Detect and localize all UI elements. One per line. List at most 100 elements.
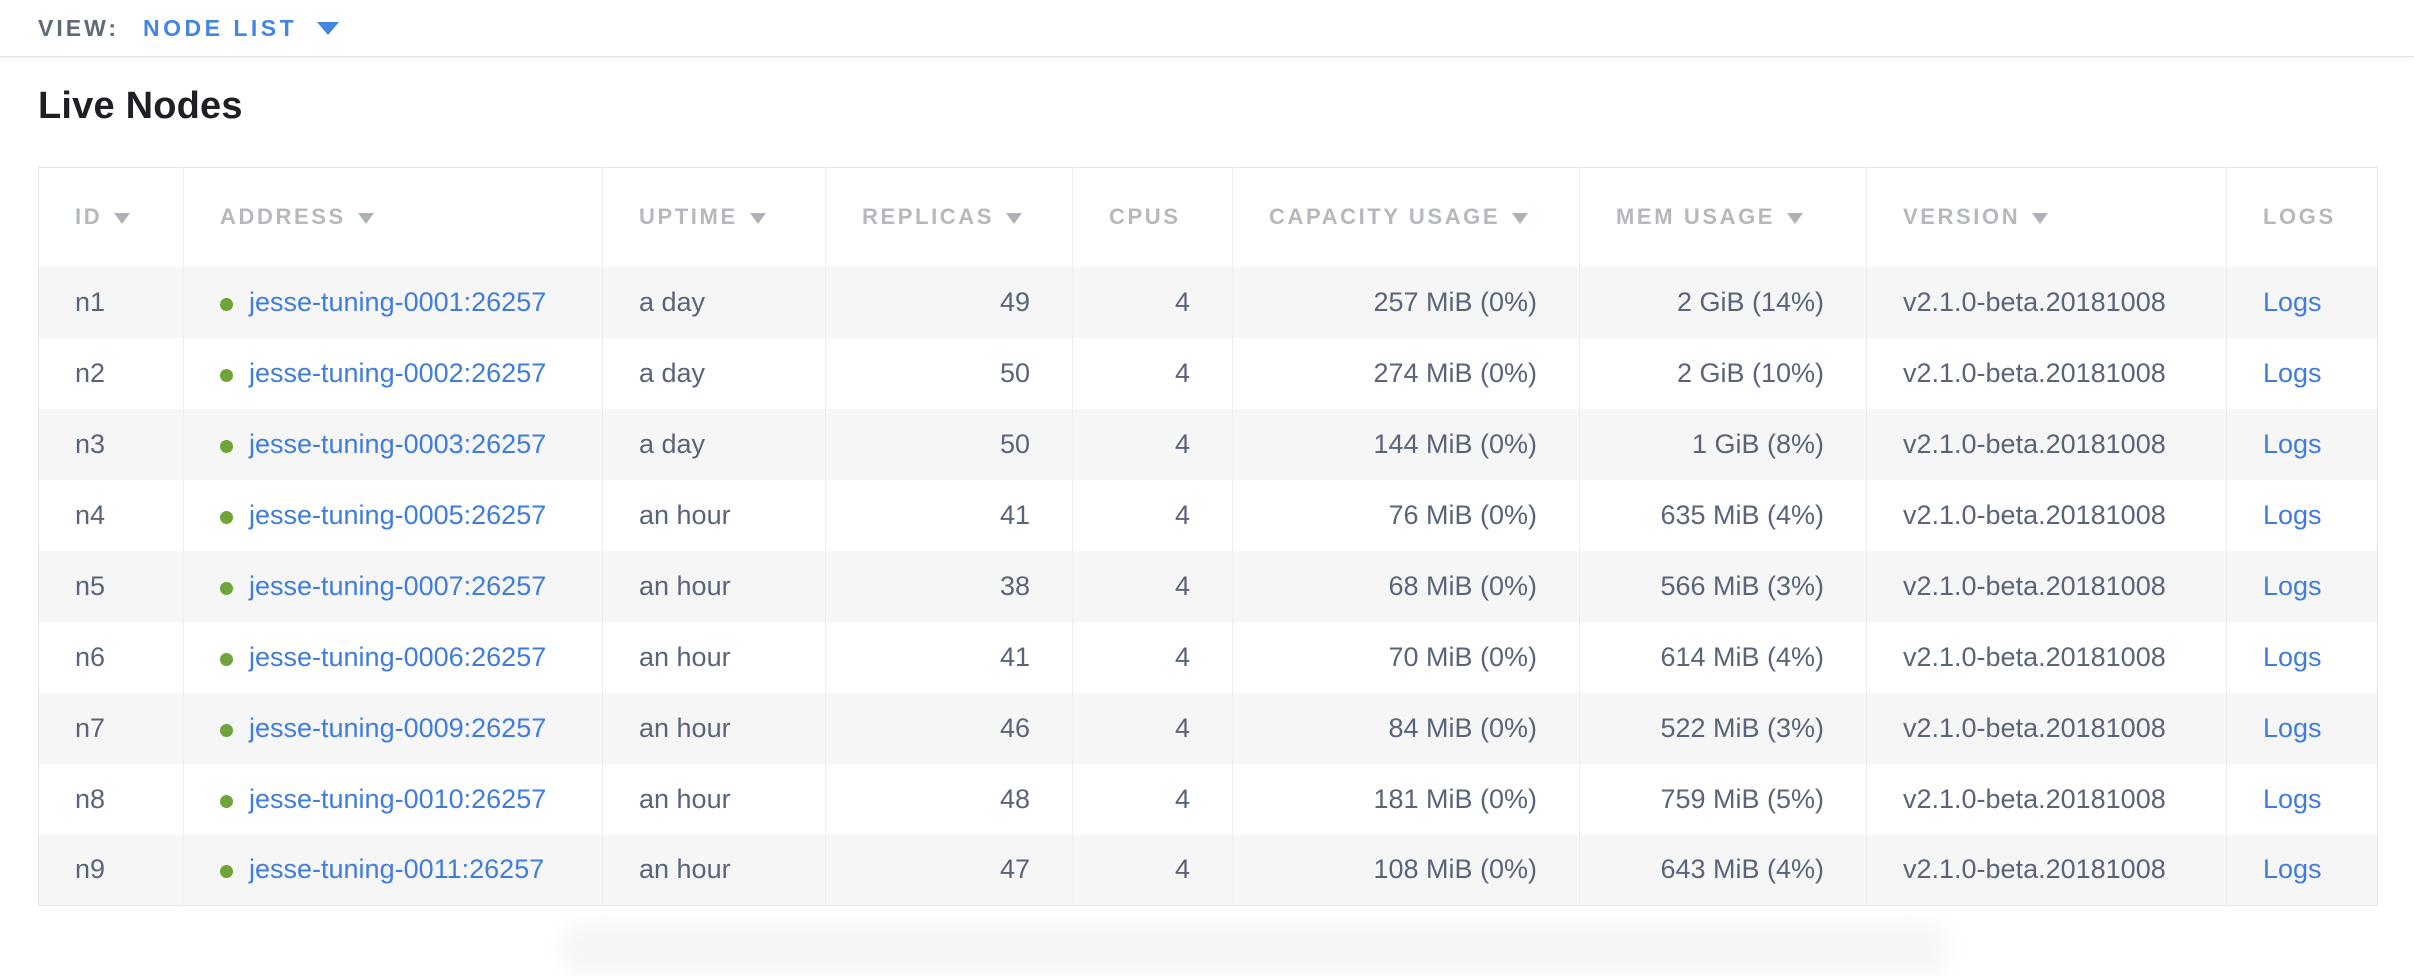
logs-link[interactable]: Logs <box>2263 499 2322 530</box>
node-replicas-cell: 49 <box>825 266 1073 338</box>
node-capacity-cell: 70 MiB (0%) <box>1232 621 1580 693</box>
column-header-capacity-usage[interactable]: CAPACITY USAGE <box>1232 167 1580 267</box>
node-capacity-cell: 108 MiB (0%) <box>1232 834 1580 906</box>
node-cpus-cell: 4 <box>1072 550 1233 622</box>
node-replicas-cell: 46 <box>825 692 1073 764</box>
node-logs-cell: Logs <box>2226 692 2378 764</box>
column-header-label: UPTIME <box>639 204 738 230</box>
column-header-replicas[interactable]: REPLICAS <box>825 167 1073 267</box>
node-cpus-cell: 4 <box>1072 763 1233 835</box>
node-live-status-icon <box>220 865 233 879</box>
node-version-cell: v2.1.0-beta.20181008 <box>1866 266 2227 338</box>
node-version-cell: v2.1.0-beta.20181008 <box>1866 408 2227 480</box>
node-replicas-cell: 50 <box>825 337 1073 409</box>
next-section-shadow <box>560 922 1950 976</box>
sort-desc-icon <box>1787 213 1804 225</box>
node-cpus-cell: 4 <box>1072 834 1233 906</box>
node-live-status-icon <box>220 794 233 808</box>
node-capacity-cell: 257 MiB (0%) <box>1232 266 1580 338</box>
view-dropdown[interactable]: NODE LIST <box>143 15 340 42</box>
node-address-link[interactable]: jesse-tuning-0010:26257 <box>249 783 547 814</box>
node-replicas-cell: 41 <box>825 621 1073 693</box>
logs-link[interactable]: Logs <box>2263 286 2322 317</box>
node-capacity-cell: 181 MiB (0%) <box>1232 763 1580 835</box>
node-address-link[interactable]: jesse-tuning-0006:26257 <box>249 641 547 672</box>
node-address-link[interactable]: jesse-tuning-0001:26257 <box>249 286 547 317</box>
node-mem-cell: 614 MiB (4%) <box>1579 621 1867 693</box>
node-mem-cell: 643 MiB (4%) <box>1579 834 1867 906</box>
node-version-cell: v2.1.0-beta.20181008 <box>1866 834 2227 906</box>
node-capacity-cell: 274 MiB (0%) <box>1232 337 1580 409</box>
column-header-uptime[interactable]: UPTIME <box>602 167 826 267</box>
column-header-id[interactable]: ID <box>38 167 184 267</box>
column-header-label: CPUS <box>1109 204 1181 230</box>
page-title: Live Nodes <box>38 85 243 127</box>
node-mem-cell: 566 MiB (3%) <box>1579 550 1867 622</box>
node-address-cell: jesse-tuning-0010:26257 <box>183 763 603 835</box>
node-id-cell: n1 <box>38 266 184 338</box>
node-id-cell: n4 <box>38 479 184 551</box>
node-cpus-cell: 4 <box>1072 621 1233 693</box>
node-replicas-cell: 38 <box>825 550 1073 622</box>
node-logs-cell: Logs <box>2226 550 2378 622</box>
node-id-cell: n5 <box>38 550 184 622</box>
column-header-address[interactable]: ADDRESS <box>183 167 603 267</box>
table-row: n6 jesse-tuning-0006:26257 an hour 41 4 … <box>38 621 2378 693</box>
node-cpus-cell: 4 <box>1072 266 1233 338</box>
node-uptime-cell: an hour <box>602 763 826 835</box>
node-replicas-cell: 41 <box>825 479 1073 551</box>
column-header-label: VERSION <box>1903 204 2021 230</box>
column-header-label: LOGS <box>2263 204 2336 230</box>
column-header-label: ADDRESS <box>220 204 346 230</box>
node-address-link[interactable]: jesse-tuning-0005:26257 <box>249 499 547 530</box>
node-mem-cell: 2 GiB (14%) <box>1579 266 1867 338</box>
logs-link[interactable]: Logs <box>2263 854 2322 885</box>
node-uptime-cell: an hour <box>602 834 826 906</box>
table-header-row: ID ADDRESS UPTIME REPLICAS CPUS CAPACITY… <box>38 167 2378 267</box>
node-id-cell: n6 <box>38 621 184 693</box>
node-address-link[interactable]: jesse-tuning-0003:26257 <box>249 428 547 459</box>
node-address-link[interactable]: jesse-tuning-0011:26257 <box>249 854 545 885</box>
node-logs-cell: Logs <box>2226 266 2378 338</box>
column-header-label: MEM USAGE <box>1616 204 1776 230</box>
node-mem-cell: 2 GiB (10%) <box>1579 337 1867 409</box>
node-version-cell: v2.1.0-beta.20181008 <box>1866 763 2227 835</box>
node-logs-cell: Logs <box>2227 622 2378 693</box>
node-uptime-cell: an hour <box>602 692 826 764</box>
sort-desc-icon <box>1006 213 1023 225</box>
column-header-mem-usage[interactable]: MEM USAGE <box>1579 167 1867 267</box>
node-uptime-cell: an hour <box>602 621 826 693</box>
table-row: n2 jesse-tuning-0002:26257 a day 50 4 27… <box>38 337 2378 409</box>
node-logs-cell: Logs <box>2227 338 2378 409</box>
logs-link[interactable]: Logs <box>2263 712 2322 743</box>
table-row: n5 jesse-tuning-0007:26257 an hour 38 4 … <box>38 550 2378 622</box>
sort-desc-icon <box>357 213 374 225</box>
logs-link[interactable]: Logs <box>2263 783 2322 814</box>
node-live-status-icon <box>220 368 233 382</box>
node-live-status-icon <box>220 652 233 666</box>
node-version-cell: v2.1.0-beta.20181008 <box>1866 550 2227 622</box>
view-selector-bar: VIEW: NODE LIST <box>0 0 2414 57</box>
logs-link[interactable]: Logs <box>2263 641 2322 672</box>
node-mem-cell: 1 GiB (8%) <box>1579 408 1867 480</box>
node-version-cell: v2.1.0-beta.20181008 <box>1866 621 2227 693</box>
node-uptime-cell: an hour <box>602 479 826 551</box>
column-header-logs: LOGS <box>2226 167 2378 267</box>
node-logs-cell: Logs <box>2226 834 2378 906</box>
node-address-link[interactable]: jesse-tuning-0002:26257 <box>249 357 547 388</box>
table-row: n7 jesse-tuning-0009:26257 an hour 46 4 … <box>38 692 2378 764</box>
node-cpus-cell: 4 <box>1072 479 1233 551</box>
table-row: n8 jesse-tuning-0010:26257 an hour 48 4 … <box>38 763 2378 835</box>
view-label: VIEW: <box>38 14 120 41</box>
node-uptime-cell: a day <box>602 408 826 480</box>
logs-link[interactable]: Logs <box>2263 357 2322 388</box>
table-row: n1 jesse-tuning-0001:26257 a day 49 4 25… <box>38 266 2378 338</box>
logs-link[interactable]: Logs <box>2263 428 2322 459</box>
logs-link[interactable]: Logs <box>2263 570 2322 601</box>
node-address-link[interactable]: jesse-tuning-0009:26257 <box>249 712 547 743</box>
node-address-cell: jesse-tuning-0009:26257 <box>183 692 603 764</box>
sort-desc-icon <box>749 213 766 225</box>
node-address-link[interactable]: jesse-tuning-0007:26257 <box>249 570 547 601</box>
column-header-version[interactable]: VERSION <box>1866 167 2227 267</box>
table-row: n9 jesse-tuning-0011:26257 an hour 47 4 … <box>38 834 2378 906</box>
